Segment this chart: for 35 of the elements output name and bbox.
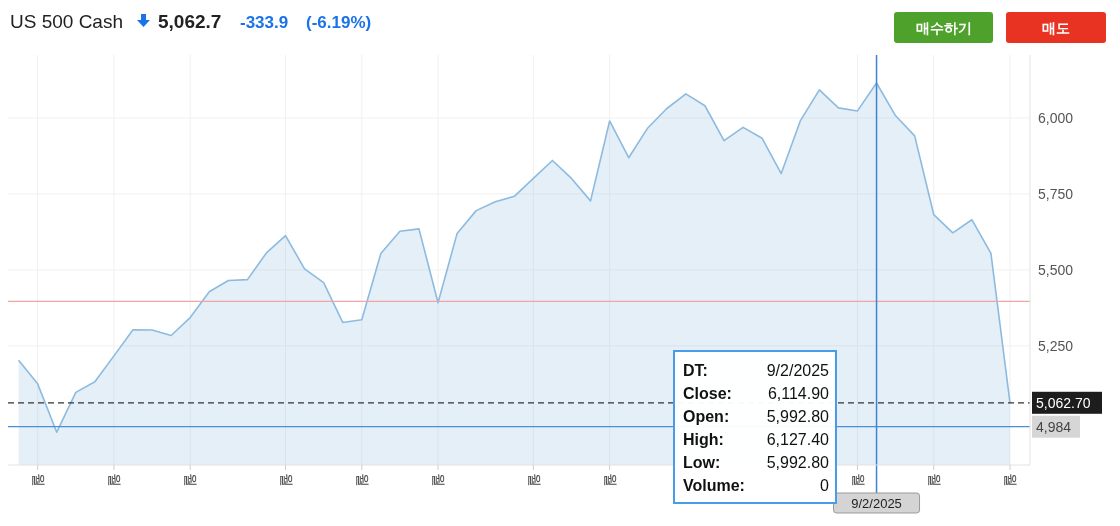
annotation: 6,114.90 bbox=[767, 385, 830, 402]
x-tick-label: 월 bbox=[107, 473, 124, 487]
chart-title: US 500 Cash bbox=[10, 11, 124, 32]
x-tick-label: 월 bbox=[1003, 473, 1020, 487]
buy-button: 매수하기 bbox=[894, 12, 993, 43]
x-tick-label: 월 bbox=[355, 473, 372, 487]
text: 0 bbox=[820, 477, 830, 494]
text: -333.9 bbox=[240, 13, 289, 32]
ref-line-label: 5,062.70 bbox=[1036, 394, 1091, 411]
y-tick-label: 5,250 bbox=[1038, 337, 1074, 354]
text: (-6.19%) bbox=[306, 13, 372, 32]
text: Volume: bbox=[683, 477, 745, 494]
annotation: High: bbox=[683, 431, 724, 448]
annotation: 6,127.40 bbox=[766, 431, 830, 448]
x-tick-label: 월 bbox=[526, 473, 543, 487]
annotation: DT: bbox=[683, 362, 708, 379]
text: 5,062.7 bbox=[158, 11, 222, 32]
y-tick-label: 6,000 bbox=[1038, 109, 1074, 126]
x-tick-label: 월 bbox=[431, 473, 448, 487]
annotation: 9/2/2025 bbox=[766, 362, 830, 379]
annotation: Low: bbox=[683, 454, 721, 471]
y-tick-label: 5,750 bbox=[1038, 185, 1074, 202]
annotation: Open: bbox=[683, 408, 730, 425]
x-tick-label: 월 bbox=[183, 473, 200, 487]
x-tick-label: 월 bbox=[602, 473, 619, 487]
x-tick-label: 월 bbox=[278, 473, 295, 487]
ref-line-label: 4,984 bbox=[1036, 418, 1072, 435]
y-tick-label: 5,500 bbox=[1038, 261, 1074, 278]
x-tick-label: 월 bbox=[850, 473, 867, 487]
x-tick-label: 월 bbox=[30, 473, 47, 487]
x-tick-label: 월 bbox=[927, 473, 944, 487]
annotation: 5,992.80 bbox=[766, 454, 830, 471]
sell-button: 매도 bbox=[1006, 12, 1106, 43]
annotation: Close: bbox=[683, 385, 732, 402]
annotation: 5,992.80 bbox=[766, 408, 830, 425]
